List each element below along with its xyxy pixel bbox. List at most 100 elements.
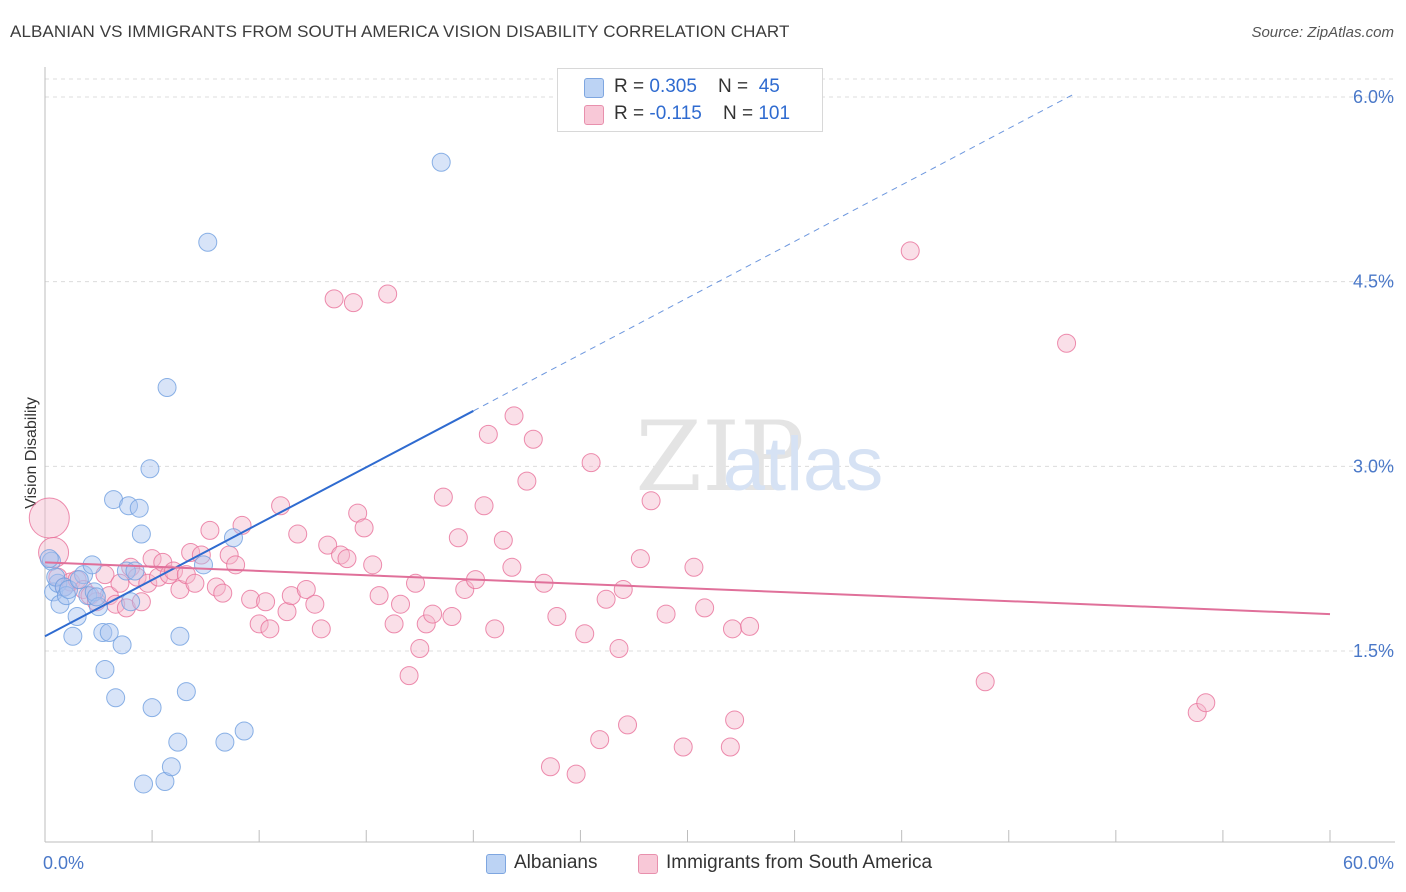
immigrants-point xyxy=(378,284,398,304)
immigrants-point xyxy=(566,764,586,784)
immigrants-point xyxy=(200,520,220,540)
albanian-point xyxy=(431,152,451,172)
immigrants-point xyxy=(478,424,498,444)
albanians-points xyxy=(39,152,451,794)
albanian-point xyxy=(140,459,160,479)
albanian-point xyxy=(198,232,218,252)
immigrants-point xyxy=(442,607,462,627)
albanian-point xyxy=(44,582,64,602)
trend-lines xyxy=(44,94,1331,638)
albanian-point xyxy=(86,587,106,607)
albanian-point xyxy=(59,579,79,599)
legend-n-label: N = xyxy=(718,76,754,97)
watermark-atlas: atlas xyxy=(723,422,884,507)
immigrants-point xyxy=(337,549,357,569)
albanian-point xyxy=(161,757,181,777)
immigrants-point xyxy=(1057,333,1077,353)
immigrants-point xyxy=(131,592,151,612)
immigrants-point xyxy=(722,619,742,639)
immigrants-point xyxy=(399,666,419,686)
albanian-point xyxy=(69,570,89,590)
immigrants-point xyxy=(406,573,426,593)
watermark-zip: ZIP xyxy=(635,401,804,513)
albanian-point xyxy=(234,721,254,741)
immigrants-point xyxy=(305,594,325,614)
source-label: Source: ZipAtlas.com xyxy=(1251,24,1394,41)
legend-r-value: 0.305 xyxy=(649,76,697,97)
albanian-point xyxy=(112,635,132,655)
legend-row-albanians: R = 0.305 N = 45 xyxy=(584,76,780,98)
albanian-point xyxy=(41,551,61,571)
albanians-trend-extension xyxy=(473,94,1074,412)
albanian-point xyxy=(99,623,119,643)
y-tick-label: 6.0% xyxy=(1353,87,1394,107)
legend-r-value: -0.115 xyxy=(649,103,702,124)
immigrants-point xyxy=(502,557,522,577)
immigrants-point xyxy=(185,573,205,593)
y-tick-label: 1.5% xyxy=(1353,641,1394,661)
immigrants-point xyxy=(581,453,601,473)
legend-swatch-immigrants xyxy=(584,105,604,125)
immigrants-point xyxy=(455,579,475,599)
legend-r-label: R = xyxy=(614,103,650,124)
immigrants-point xyxy=(28,497,70,539)
legend-r-label: R = xyxy=(614,76,650,97)
immigrants-point xyxy=(720,737,740,757)
immigrants-point xyxy=(410,639,430,659)
immigrants-point xyxy=(343,293,363,313)
immigrants-point xyxy=(391,594,411,614)
immigrants-point xyxy=(575,624,595,644)
immigrants-point xyxy=(296,579,316,599)
immigrants-point xyxy=(260,619,280,639)
legend-n-label: N = xyxy=(722,103,759,124)
immigrants-point xyxy=(540,757,560,777)
albanian-point xyxy=(95,659,115,679)
albanian-point xyxy=(134,774,154,794)
immigrants-point xyxy=(613,579,633,599)
immigrants-point xyxy=(416,614,436,634)
albanian-point xyxy=(39,549,59,569)
legend-n-value: 45 xyxy=(758,76,780,97)
immigrants-point xyxy=(474,496,494,516)
immigrants-point xyxy=(311,619,331,639)
immigrants-point xyxy=(485,619,505,639)
immigrants-point xyxy=(277,602,297,622)
immigrants-point xyxy=(288,524,308,544)
immigrants-point xyxy=(684,557,704,577)
immigrants-points xyxy=(28,241,1216,784)
immigrants-point xyxy=(110,573,130,593)
x-tick-labels: 0.0% 60.0% xyxy=(43,853,1394,873)
x-tick-label: 0.0% xyxy=(43,853,84,873)
legend-n-value: 101 xyxy=(758,103,791,124)
immigrants-point xyxy=(331,545,351,565)
albanian-point xyxy=(142,698,162,718)
immigrants-point xyxy=(590,730,610,750)
albanian-point xyxy=(131,524,151,544)
legend-swatch-albanians xyxy=(584,78,604,98)
axes xyxy=(44,67,1395,843)
immigrants-point xyxy=(609,639,629,659)
immigrants-point xyxy=(523,429,543,449)
immigrants-point xyxy=(363,555,383,575)
albanian-point xyxy=(157,378,177,398)
immigrants-point xyxy=(695,598,715,618)
albanian-point xyxy=(93,623,113,643)
immigrants-swatch xyxy=(638,854,658,874)
x-tick-label: 60.0% xyxy=(1343,853,1394,873)
immigrants-point xyxy=(900,241,920,261)
immigrants-point xyxy=(318,535,338,555)
chart-title: ALBANIAN VS IMMIGRANTS FROM SOUTH AMERIC… xyxy=(10,22,790,41)
immigrants-point xyxy=(433,487,453,507)
immigrants-point xyxy=(630,549,650,569)
albanian-point xyxy=(168,732,188,752)
immigrants-point xyxy=(249,614,269,634)
immigrants-point xyxy=(493,530,513,550)
albanians-swatch xyxy=(486,854,506,874)
immigrants-point xyxy=(517,471,537,491)
albanian-point xyxy=(106,688,126,708)
immigrants-point xyxy=(547,607,567,627)
albanian-point xyxy=(176,682,196,702)
immigrants-point xyxy=(324,289,344,309)
albanian-point xyxy=(125,561,145,581)
immigrants-point xyxy=(384,614,404,634)
